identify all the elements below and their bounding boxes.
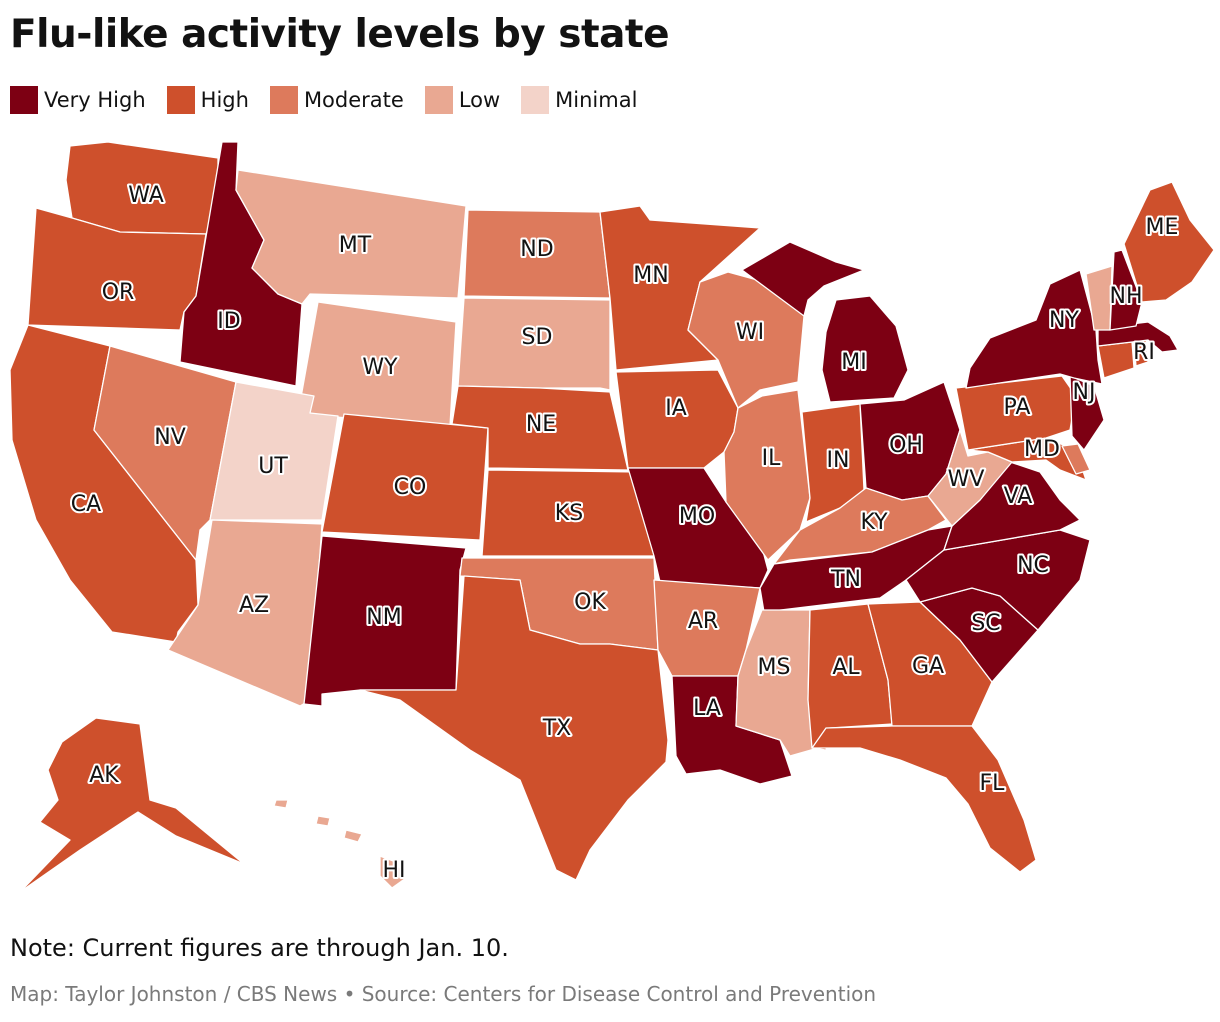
- state-label-ks: KS: [555, 501, 583, 526]
- legend-label-low: Low: [458, 88, 501, 112]
- legend-item-moderate: Moderate: [269, 86, 404, 114]
- state-label-co: CO: [394, 475, 427, 500]
- state-label-il: IL: [762, 446, 781, 471]
- state-label-ak: AK: [89, 763, 119, 788]
- state-de[interactable]: [1061, 443, 1091, 475]
- state-label-nh: NH: [1110, 284, 1143, 309]
- state-label-ut: UT: [258, 454, 288, 479]
- state-label-tn: TN: [830, 567, 861, 592]
- state-label-wy: WY: [362, 355, 398, 380]
- state-mo[interactable]: [627, 467, 769, 589]
- state-label-wa: WA: [128, 183, 164, 208]
- state-label-sd: SD: [522, 325, 553, 350]
- state-label-or: OR: [102, 280, 135, 305]
- state-label-md: MD: [1024, 437, 1060, 462]
- legend-item-minimal: Minimal: [521, 86, 637, 114]
- state-label-ca: CA: [71, 492, 101, 517]
- states-layer: [9, 141, 1215, 893]
- state-label-hi: HI: [382, 858, 405, 883]
- state-il[interactable]: [723, 389, 811, 561]
- legend-label-high: High: [200, 88, 249, 112]
- state-label-nm: NM: [366, 605, 401, 630]
- state-az[interactable]: [167, 519, 323, 707]
- state-label-id: ID: [217, 309, 240, 334]
- state-label-sc: SC: [971, 611, 1000, 636]
- state-nj[interactable]: [1069, 375, 1105, 451]
- state-label-nd: ND: [520, 237, 553, 262]
- state-me[interactable]: [1123, 181, 1215, 303]
- state-mt[interactable]: [235, 169, 467, 305]
- state-label-mn: MN: [633, 263, 668, 288]
- state-label-nj: NJ: [1073, 380, 1096, 405]
- state-ma[interactable]: [1097, 321, 1179, 353]
- state-label-ia: IA: [665, 396, 687, 421]
- state-ct[interactable]: [1097, 341, 1135, 379]
- state-label-wi: WI: [736, 320, 764, 345]
- state-mi[interactable]: [741, 241, 909, 403]
- state-label-me: ME: [1146, 215, 1179, 240]
- state-wi[interactable]: [687, 271, 805, 409]
- legend-swatch-minimal: [521, 86, 550, 114]
- state-label-mt: MT: [339, 233, 372, 258]
- labels-layer: WA OR CA ID NV MT WY UT AZ CO NM ND SD NE KS OK TX MN IA MO…: [69, 181, 1181, 885]
- legend-item-low: Low: [424, 86, 501, 114]
- state-ut[interactable]: [209, 381, 339, 521]
- state-ny[interactable]: [965, 269, 1103, 389]
- state-label-pa: PA: [1004, 395, 1031, 420]
- state-label-la: LA: [693, 696, 721, 721]
- state-label-nv: NV: [154, 425, 186, 450]
- state-label-ga: GA: [912, 654, 944, 679]
- legend-label-very-high: Very High: [44, 88, 146, 112]
- credit: Map: Taylor Johnston / CBS News • Source…: [10, 982, 877, 1006]
- state-label-ky: KY: [860, 510, 888, 535]
- state-label-va: VA: [1004, 484, 1033, 509]
- legend-swatch-low: [424, 86, 453, 114]
- legend-item-very-high: Very High: [10, 86, 146, 114]
- note: Note: Current figures are through Jan. 1…: [10, 934, 509, 962]
- state-label-nc: NC: [1017, 553, 1049, 578]
- state-ne[interactable]: [451, 385, 629, 471]
- state-label-in: IN: [827, 448, 850, 473]
- state-ak[interactable]: [19, 717, 245, 893]
- state-label-ri: RI: [1133, 340, 1155, 365]
- state-label-ne: NE: [526, 412, 556, 437]
- state-label-ny: NY: [1049, 308, 1079, 333]
- us-flu-map: WA OR CA ID NV MT WY UT AZ CO NM ND SD NE KS OK TX MN IA MO…: [9, 141, 1215, 893]
- state-nh[interactable]: [1109, 249, 1143, 331]
- state-label-ms: MS: [758, 655, 791, 680]
- state-label-tx: TX: [542, 716, 572, 741]
- legend: Very High High Moderate Low Minimal: [10, 86, 658, 114]
- legend-label-minimal: Minimal: [555, 88, 638, 112]
- state-co[interactable]: [321, 413, 489, 541]
- legend-swatch-very-high: [10, 86, 38, 114]
- state-hi[interactable]: [273, 799, 407, 889]
- state-label-fl: FL: [980, 771, 1006, 796]
- state-label-ok: OK: [574, 590, 606, 615]
- state-pa[interactable]: [955, 375, 1077, 451]
- legend-swatch-high: [166, 86, 195, 114]
- legend-item-high: High: [166, 86, 249, 114]
- legend-label-moderate: Moderate: [303, 88, 404, 112]
- state-label-al: AL: [832, 655, 860, 680]
- state-label-mo: MO: [679, 504, 715, 529]
- state-tx[interactable]: [359, 575, 669, 881]
- state-fl[interactable]: [811, 725, 1037, 873]
- state-label-wv: WV: [948, 467, 985, 492]
- state-label-oh: OH: [889, 433, 923, 458]
- page-title: Flu-like activity levels by state: [10, 12, 670, 57]
- state-md[interactable]: [967, 437, 1087, 481]
- legend-swatch-moderate: [269, 86, 298, 114]
- state-label-mi: MI: [841, 350, 866, 375]
- state-label-ar: AR: [688, 609, 718, 634]
- state-label-az: AZ: [239, 593, 269, 618]
